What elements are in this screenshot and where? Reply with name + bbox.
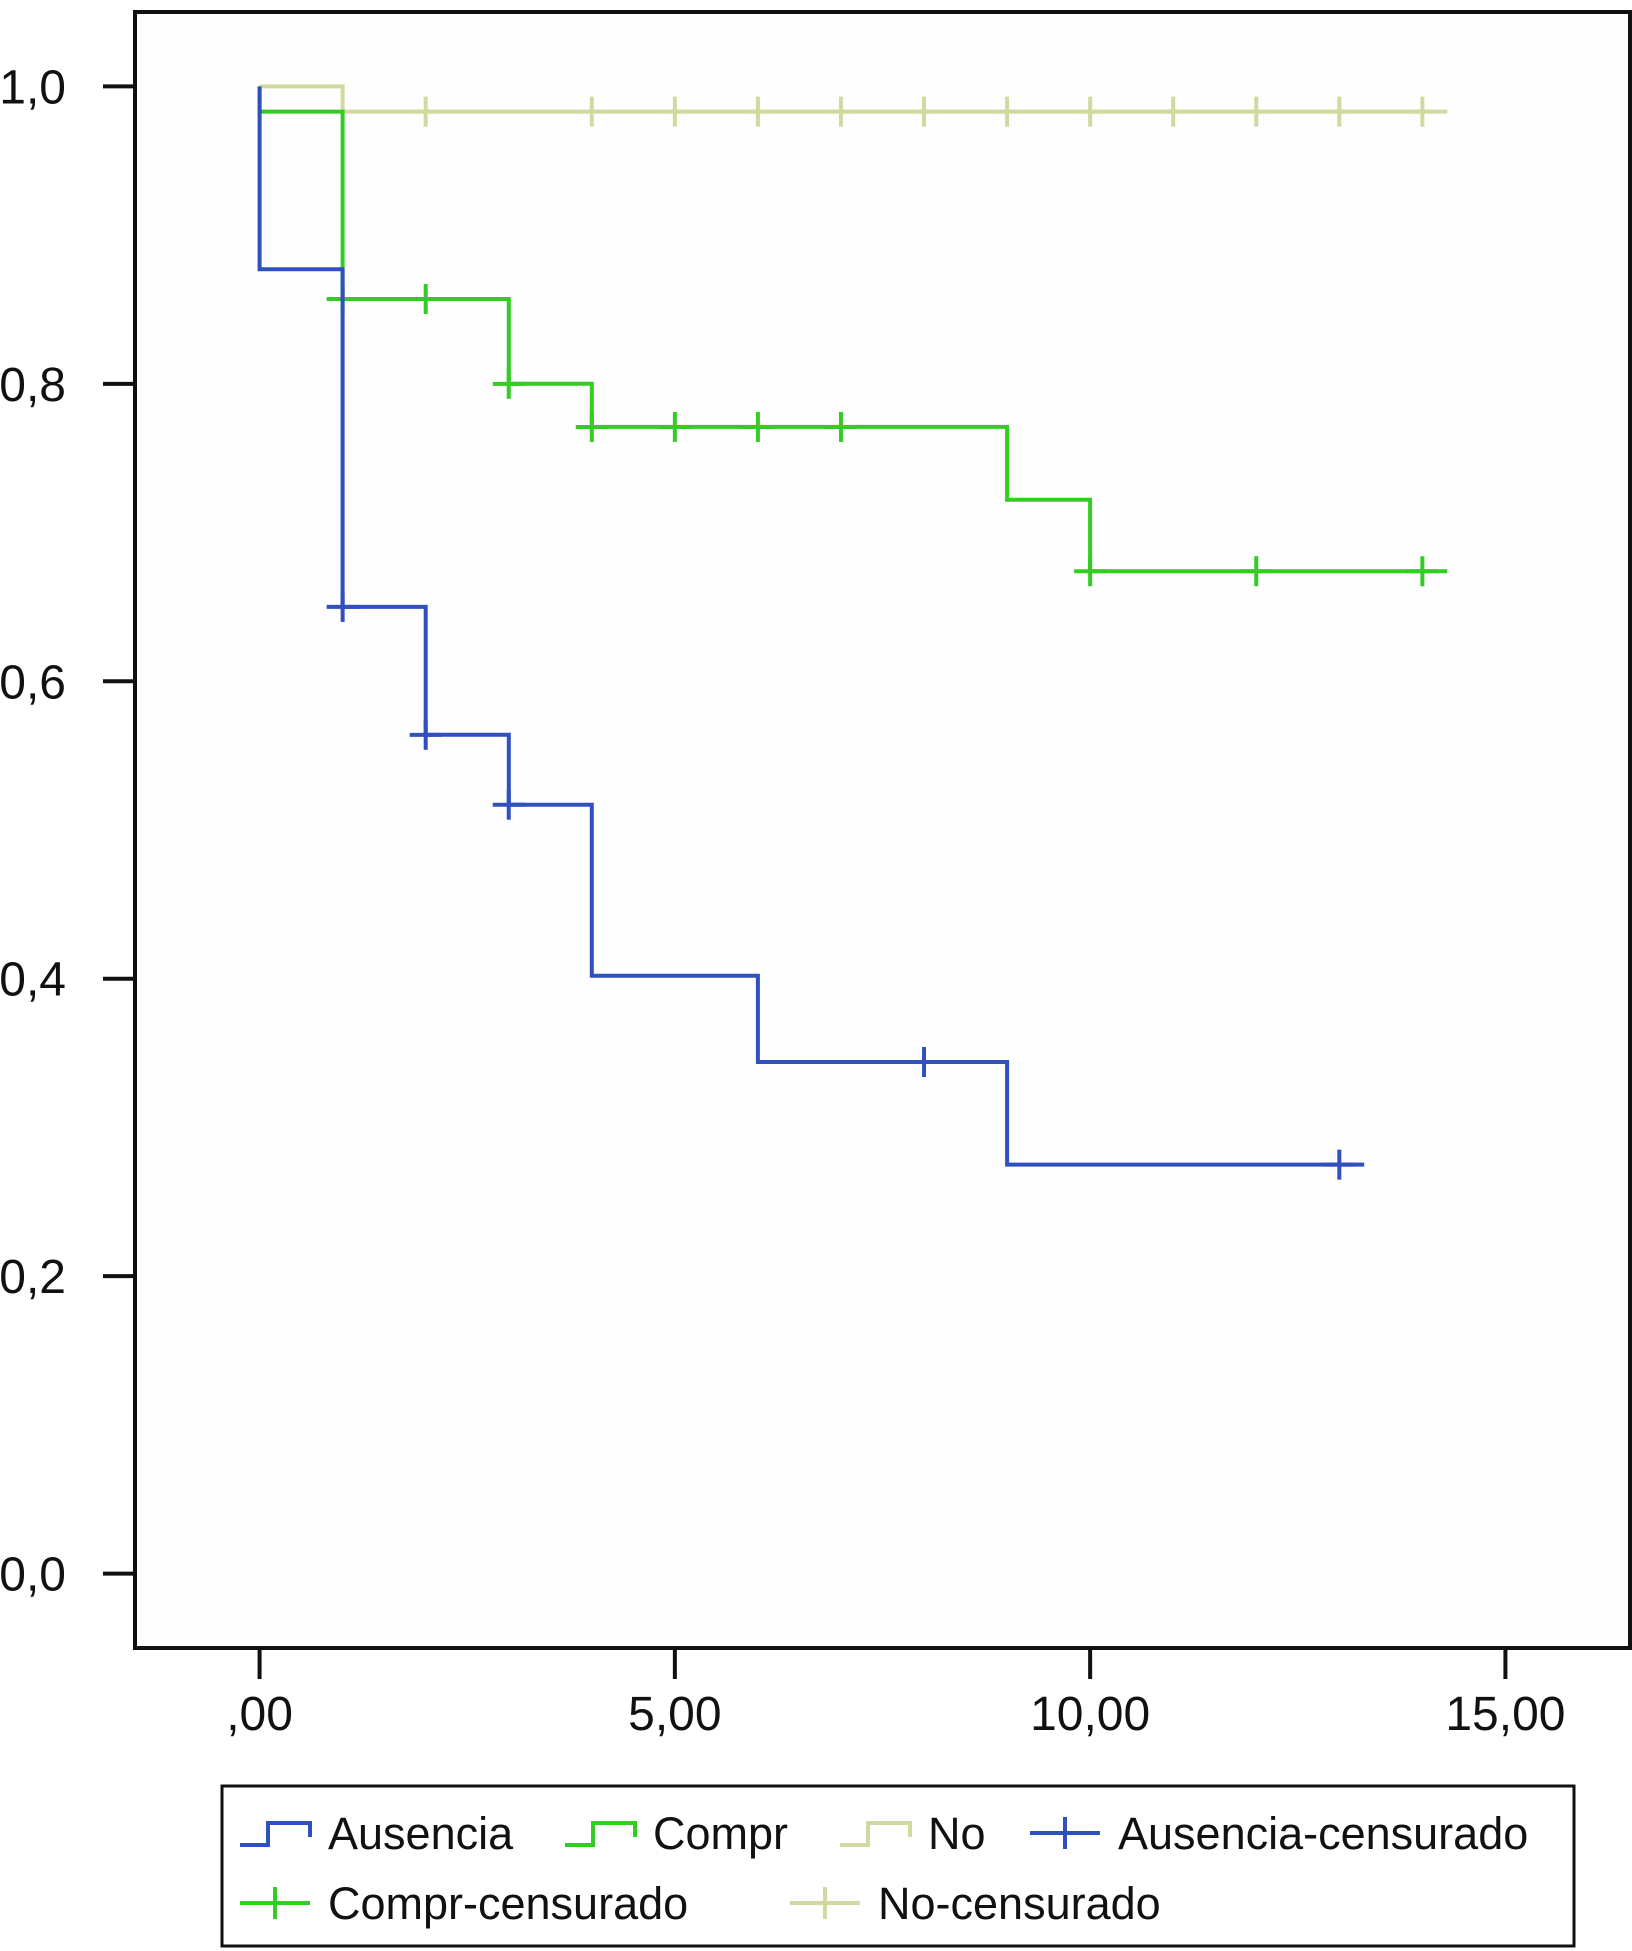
series-line <box>257 86 1448 574</box>
series-layer <box>257 84 1448 1180</box>
legend-item: No-censurado <box>790 1878 1161 1929</box>
censor-mark <box>409 96 442 127</box>
censor-mark <box>492 368 525 399</box>
y-axis: 0,0 0,2 0,4 0,6 0,8 1,0 <box>0 61 135 1602</box>
legend-label: Compr <box>653 1808 788 1859</box>
censor-mark <box>326 591 359 622</box>
censor-mark <box>1074 96 1107 127</box>
censor-mark <box>908 1047 941 1078</box>
legend-label: Ausencia-censurado <box>1118 1808 1528 1859</box>
censor-mark <box>1074 556 1107 587</box>
censor-mark <box>1323 1149 1356 1180</box>
censor-mark <box>908 96 941 127</box>
x-tick-label: 15,00 <box>1445 1688 1565 1741</box>
censor-mark <box>1323 96 1356 127</box>
censor-mark <box>658 411 691 442</box>
censor-mark <box>1157 96 1190 127</box>
censor-mark <box>824 96 857 127</box>
y-tick-label: 0,4 <box>0 954 66 1007</box>
legend: Ausencia Compr No Ausencia-censurado Compr-c… <box>220 1784 1576 1948</box>
series-line <box>259 84 1448 114</box>
censor-mark <box>741 96 774 127</box>
censor-mark <box>575 96 608 127</box>
legend-swatch <box>840 1821 912 1847</box>
x-tick-label: 10,00 <box>1030 1688 1150 1741</box>
censor-mark <box>1240 556 1273 587</box>
censor-mark <box>741 411 774 442</box>
y-tick-label: 0,8 <box>0 359 66 412</box>
x-axis: ,00 5,00 10,00 15,00 <box>226 1648 1565 1741</box>
censor-mark <box>658 96 691 127</box>
censor-mark <box>1240 96 1273 127</box>
legend-item: Ausencia-censurado <box>1030 1808 1528 1859</box>
censor-mark <box>1406 556 1439 587</box>
x-tick-label: 5,00 <box>628 1688 721 1741</box>
censor-mark <box>409 719 442 750</box>
censor-mark <box>409 284 442 315</box>
y-tick-label: 0,6 <box>0 656 66 709</box>
censor-mark <box>824 411 857 442</box>
censor-mark <box>575 411 608 442</box>
y-tick-label: 1,0 <box>0 61 66 114</box>
legend-label: No-censurado <box>878 1878 1161 1929</box>
legend-label: Ausencia <box>328 1808 514 1859</box>
y-tick-label: 0,2 <box>0 1251 66 1304</box>
series-no <box>259 84 1448 127</box>
legend-item: Ausencia <box>240 1808 514 1859</box>
legend-item: Compr-censurado <box>240 1878 688 1929</box>
plot-area <box>133 10 1632 1650</box>
legend-item: Compr <box>565 1808 788 1859</box>
legend-label: No <box>928 1808 986 1859</box>
x-tick-label: ,00 <box>226 1688 293 1741</box>
censor-mark <box>1406 96 1439 127</box>
legend-item: No <box>840 1808 986 1859</box>
series-ausencia <box>257 86 1365 1180</box>
legend-box <box>220 1784 1576 1948</box>
legend-swatch <box>565 1821 637 1847</box>
legend-label: Compr-censurado <box>328 1878 688 1929</box>
censor-mark <box>991 96 1024 127</box>
censor-mark <box>492 789 525 820</box>
legend-swatch <box>240 1821 312 1847</box>
y-tick-label: 0,0 <box>0 1549 66 1602</box>
